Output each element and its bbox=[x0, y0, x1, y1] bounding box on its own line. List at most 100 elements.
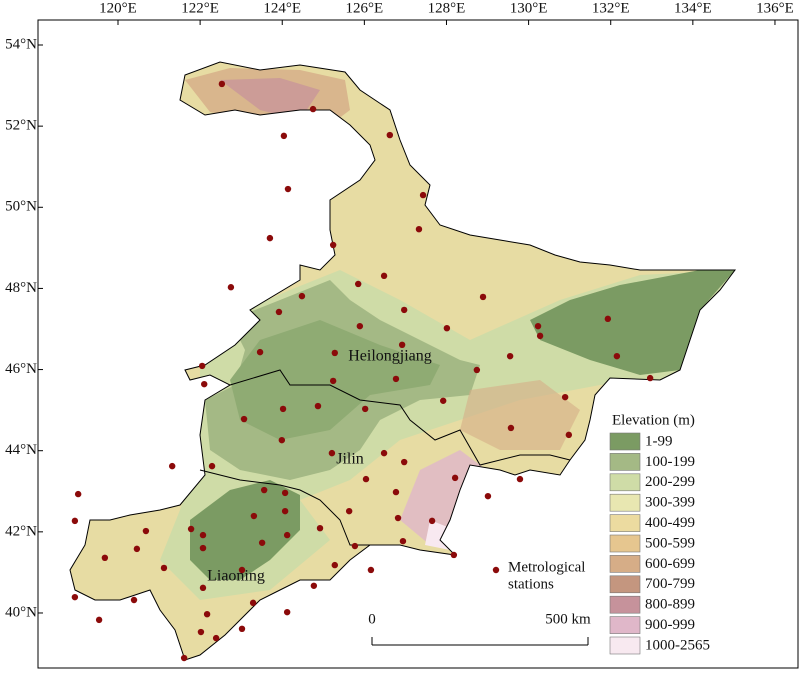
legend-label: 500-599 bbox=[645, 535, 695, 551]
station bbox=[198, 362, 206, 370]
station bbox=[101, 554, 109, 562]
station bbox=[74, 490, 82, 498]
legend-label: 200-299 bbox=[645, 474, 695, 490]
station bbox=[345, 507, 353, 515]
station bbox=[71, 593, 79, 601]
station bbox=[298, 292, 306, 300]
station bbox=[227, 284, 235, 291]
station bbox=[316, 524, 324, 532]
station bbox=[168, 462, 176, 470]
station bbox=[443, 324, 451, 332]
station bbox=[473, 366, 481, 374]
station bbox=[281, 489, 289, 497]
station bbox=[351, 542, 359, 550]
station bbox=[199, 531, 207, 539]
station bbox=[329, 241, 337, 249]
lon-label: 122°E bbox=[181, 0, 219, 16]
lat-label: 50°N bbox=[5, 199, 37, 215]
station bbox=[380, 272, 388, 280]
station bbox=[160, 564, 168, 572]
station bbox=[309, 105, 317, 113]
province-border bbox=[199, 469, 370, 546]
station bbox=[71, 517, 79, 525]
station bbox=[256, 348, 264, 356]
station bbox=[275, 308, 283, 316]
station bbox=[218, 80, 226, 88]
scale-end: 500 km bbox=[545, 611, 591, 627]
station bbox=[484, 492, 492, 500]
station bbox=[392, 488, 400, 496]
lat-label: 48°N bbox=[5, 280, 37, 296]
station bbox=[95, 616, 103, 624]
province-label: Liaoning bbox=[207, 568, 265, 585]
station bbox=[362, 475, 370, 483]
province-border bbox=[229, 369, 571, 466]
station bbox=[283, 531, 291, 539]
station bbox=[260, 486, 268, 494]
legend-label: 700-799 bbox=[645, 576, 695, 592]
station bbox=[506, 352, 514, 360]
station bbox=[415, 225, 423, 233]
station bbox=[331, 561, 338, 569]
station bbox=[428, 517, 436, 525]
legend-swatch bbox=[609, 575, 641, 594]
station bbox=[180, 654, 188, 662]
legend-label: 900-999 bbox=[645, 617, 695, 633]
station bbox=[314, 402, 322, 410]
station bbox=[561, 393, 569, 401]
station bbox=[238, 625, 246, 633]
legend-title: Elevation (m) bbox=[612, 412, 695, 428]
station bbox=[361, 405, 369, 413]
lat-label: 54°N bbox=[5, 36, 37, 52]
station bbox=[399, 537, 407, 545]
station bbox=[258, 539, 266, 546]
station bbox=[398, 341, 406, 349]
lon-label: 130°E bbox=[510, 0, 548, 16]
lon-label: 124°E bbox=[263, 0, 301, 16]
legend-label: 1000-2565 bbox=[645, 637, 710, 653]
province-label: Heilongjiang bbox=[348, 348, 432, 365]
lon-label: 126°E bbox=[346, 0, 384, 16]
station bbox=[187, 525, 195, 533]
legend-swatch bbox=[609, 616, 641, 634]
station bbox=[329, 377, 337, 385]
legend-swatch bbox=[609, 432, 641, 451]
station bbox=[534, 322, 542, 330]
station bbox=[355, 280, 362, 288]
station bbox=[266, 234, 274, 242]
province-label: Jilin bbox=[336, 451, 364, 468]
station bbox=[516, 475, 524, 483]
station bbox=[240, 415, 248, 423]
legend-label: 400-499 bbox=[645, 515, 695, 531]
station bbox=[133, 545, 141, 553]
station bbox=[439, 397, 447, 404]
lat-label: 52°N bbox=[5, 118, 37, 134]
lat-label: 44°N bbox=[5, 442, 37, 458]
station bbox=[507, 424, 515, 432]
station bbox=[238, 566, 246, 574]
station bbox=[281, 507, 289, 515]
legend-swatch bbox=[609, 534, 641, 553]
station bbox=[392, 375, 400, 383]
lat-label: 40°N bbox=[5, 604, 37, 620]
station-legend-label: Metrological bbox=[508, 559, 585, 575]
station bbox=[646, 374, 654, 382]
station bbox=[201, 380, 208, 388]
station bbox=[203, 610, 211, 618]
legend-label: 800-899 bbox=[645, 597, 695, 613]
lon-label: 136°E bbox=[756, 0, 794, 16]
station bbox=[142, 527, 150, 535]
station bbox=[212, 634, 220, 642]
legend-label: 600-699 bbox=[645, 556, 695, 572]
legend-swatch bbox=[609, 514, 641, 532]
legend-label: 1-99 bbox=[645, 433, 673, 449]
station bbox=[328, 449, 336, 457]
station bbox=[400, 306, 408, 314]
station bbox=[331, 349, 338, 357]
station bbox=[451, 474, 459, 482]
station bbox=[130, 596, 138, 604]
station bbox=[356, 322, 364, 330]
legend-swatch bbox=[609, 595, 641, 614]
